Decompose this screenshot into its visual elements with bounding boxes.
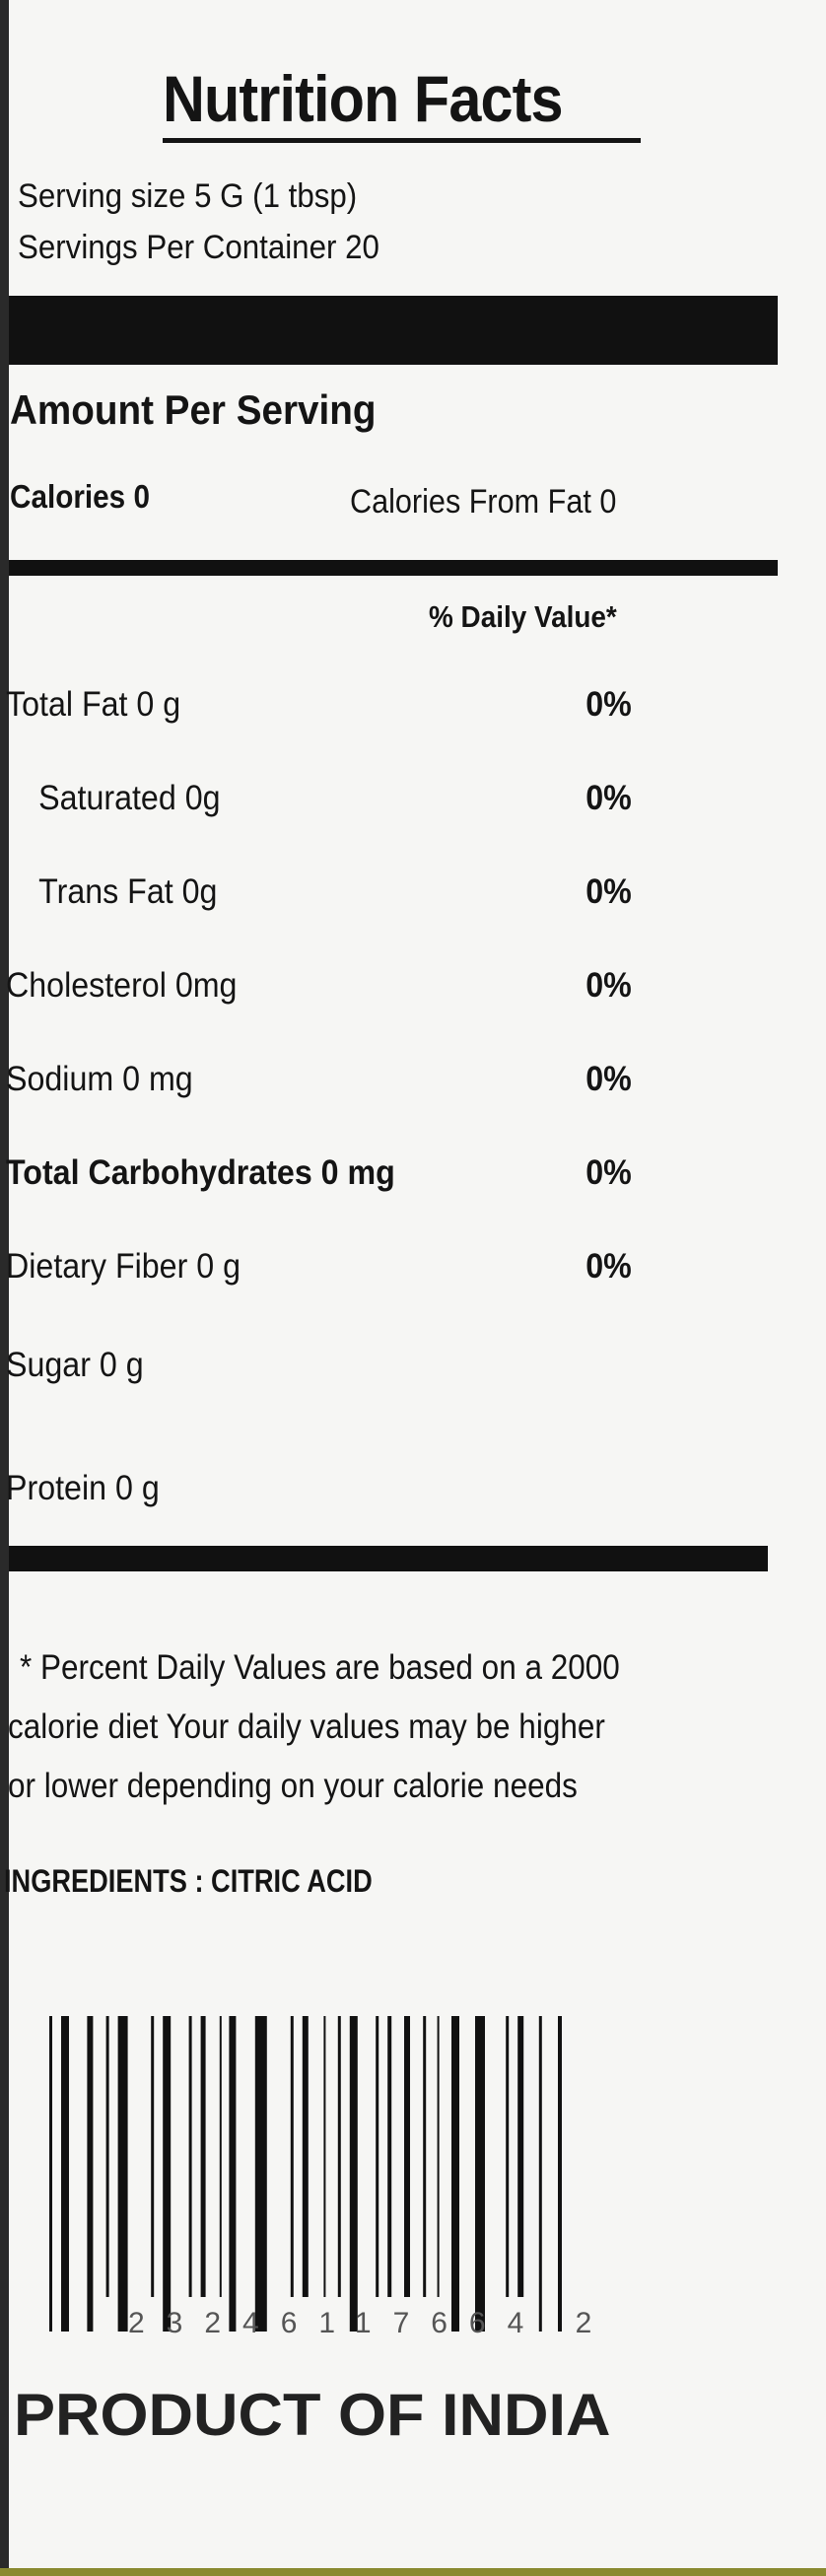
nutrient-daily-value: 0% xyxy=(585,685,632,724)
nutrient-daily-value: 0% xyxy=(585,1247,632,1286)
calories-from-fat: Calories From Fat 0 xyxy=(350,483,617,521)
barcode-bar xyxy=(290,2016,294,2297)
barcode-bar xyxy=(188,2016,192,2297)
barcode-bar xyxy=(558,2016,562,2332)
nutrient-name: Sugar 0 g xyxy=(6,1346,144,1384)
barcode-bar xyxy=(376,2016,379,2297)
barcode-bar xyxy=(219,2016,222,2297)
amount-per-serving: Amount Per Serving xyxy=(10,386,377,433)
barcode-bar xyxy=(200,2016,206,2297)
barcode-bar xyxy=(254,2016,267,2332)
nutrient-daily-value: 0% xyxy=(585,1153,632,1192)
nutrient-row: Cholesterol 0mg 0% xyxy=(6,966,632,1006)
nutrient-name: Total Fat 0 g xyxy=(6,685,181,724)
calories: Calories 0 xyxy=(10,478,150,515)
nutrient-daily-value: 0% xyxy=(585,966,632,1005)
barcode-bar xyxy=(387,2016,392,2297)
label-title: Nutrition Facts xyxy=(163,62,564,135)
nutrient-daily-value: 0% xyxy=(585,1060,632,1098)
nutrient-row: Total Fat 0 g 0% xyxy=(6,685,632,725)
barcode-bar xyxy=(451,2016,459,2332)
nutrient-row: Total Carbohydrates 0 mg 0% xyxy=(6,1153,632,1193)
nutrient-row: Trans Fat 0g 0% xyxy=(6,872,632,912)
nutrient-daily-value: 0% xyxy=(585,872,632,911)
footnote-line: or lower depending on your calorie needs xyxy=(8,1767,578,1805)
barcode-bar xyxy=(437,2016,440,2297)
barcode-bar xyxy=(49,2016,52,2332)
nutrient-name: Dietary Fiber 0 g xyxy=(6,1247,241,1286)
nutrient-name: Saturated 0g xyxy=(38,779,221,817)
servings-per-container: Servings Per Container 20 xyxy=(18,229,379,266)
medium-divider xyxy=(9,560,778,576)
barcode xyxy=(49,2016,562,2332)
label-edge xyxy=(0,0,9,2576)
nutrient-row: Dietary Fiber 0 g 0% xyxy=(6,1247,632,1287)
barcode-bar xyxy=(117,2016,128,2332)
barcode-bar xyxy=(151,2016,155,2297)
nutrient-row: Sugar 0 g xyxy=(6,1346,632,1385)
serving-size: Serving size 5 G (1 tbsp) xyxy=(18,177,358,215)
nutrient-daily-value: 0% xyxy=(585,779,632,817)
nutrient-name: Total Carbohydrates 0 mg xyxy=(6,1153,395,1192)
footnote-line: calorie diet Your daily values may be hi… xyxy=(8,1707,605,1746)
daily-value-header: % Daily Value* xyxy=(429,599,617,634)
photo-edge xyxy=(0,2568,826,2576)
nutrient-row: Saturated 0g 0% xyxy=(6,779,632,818)
bottom-divider xyxy=(9,1546,768,1571)
origin: PRODUCT OF INDIA xyxy=(14,2382,611,2448)
barcode-bar xyxy=(538,2016,542,2332)
barcode-bar xyxy=(337,2016,341,2297)
barcode-bar xyxy=(87,2016,94,2332)
barcode-bar xyxy=(517,2016,524,2297)
ingredients: INGREDIENTS : CITRIC ACID xyxy=(4,1863,373,1899)
barcode-bar xyxy=(506,2016,510,2297)
nutrient-name: Sodium 0 mg xyxy=(6,1060,193,1098)
nutrient-row: Sodium 0 mg 0% xyxy=(6,1060,632,1099)
title-underline xyxy=(163,138,641,143)
barcode-bar xyxy=(404,2016,410,2297)
barcode-bar xyxy=(323,2016,326,2297)
barcode-bar xyxy=(163,2016,172,2332)
barcode-bar xyxy=(229,2016,237,2332)
barcode-bar xyxy=(475,2016,485,2332)
nutrient-name: Protein 0 g xyxy=(6,1469,160,1507)
footnote-line: * Percent Daily Values are based on a 20… xyxy=(20,1648,620,1687)
nutrient-name: Trans Fat 0g xyxy=(38,872,218,911)
barcode-bar xyxy=(105,2016,109,2297)
nutrient-row: Protein 0 g xyxy=(6,1469,632,1508)
nutrient-name: Cholesterol 0mg xyxy=(6,966,238,1005)
barcode-bar xyxy=(61,2016,69,2332)
thick-divider xyxy=(9,296,778,365)
barcode-bar xyxy=(302,2016,309,2297)
barcode-digits: 23246117664 2 xyxy=(128,2307,614,2339)
barcode-bar xyxy=(423,2016,427,2297)
barcode-bar xyxy=(349,2016,358,2332)
